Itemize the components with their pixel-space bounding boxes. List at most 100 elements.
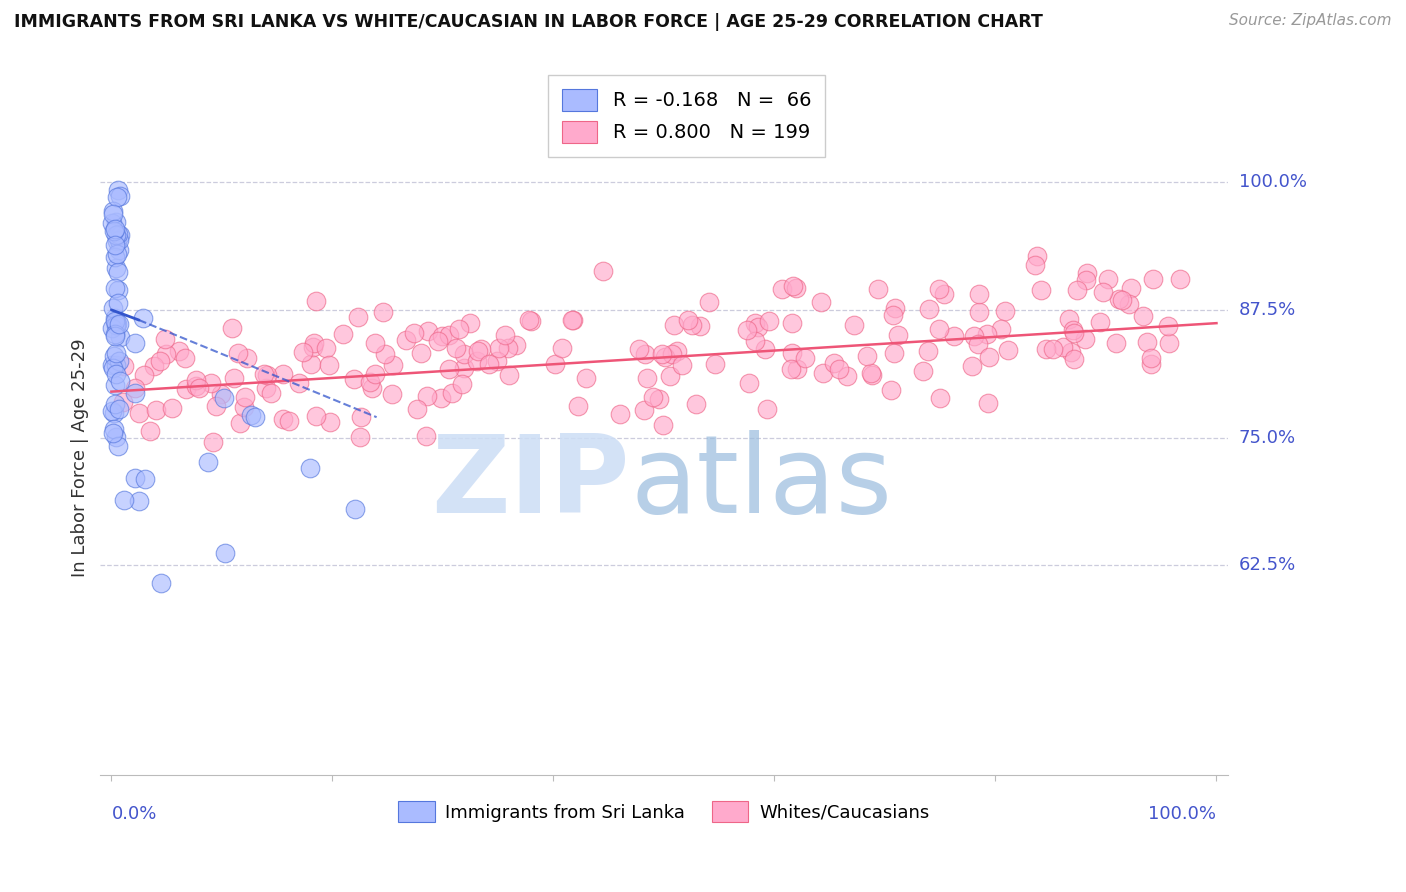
- Point: [498, 368, 520, 382]
- Point: [101, 404, 124, 418]
- Point: [1157, 318, 1180, 333]
- Point: [105, 260, 128, 275]
- Point: [747, 319, 769, 334]
- Point: [405, 401, 427, 416]
- Point: [835, 368, 858, 383]
- Point: [226, 346, 249, 360]
- Point: [785, 281, 807, 295]
- Point: [107, 183, 129, 197]
- Point: [520, 314, 543, 328]
- Point: [465, 354, 488, 368]
- Point: [755, 401, 778, 416]
- Point: [200, 376, 222, 390]
- Point: [664, 318, 686, 332]
- Text: Source: ZipAtlas.com: Source: ZipAtlas.com: [1229, 13, 1392, 29]
- Point: [654, 351, 676, 365]
- Point: [149, 354, 172, 368]
- Point: [426, 334, 449, 349]
- Point: [134, 472, 156, 486]
- Point: [103, 281, 125, 295]
- Point: [202, 435, 225, 450]
- Point: [855, 349, 877, 363]
- Point: [1076, 266, 1098, 280]
- Point: [103, 360, 125, 375]
- Point: [494, 327, 516, 342]
- Point: [186, 378, 208, 392]
- Point: [441, 386, 464, 401]
- Point: [685, 396, 707, 410]
- Point: [823, 356, 845, 370]
- Point: [943, 329, 966, 343]
- Point: [132, 368, 155, 383]
- Point: [361, 381, 384, 395]
- Point: [467, 344, 489, 359]
- Point: [100, 321, 122, 335]
- Point: [347, 310, 370, 324]
- Point: [409, 346, 432, 360]
- Point: [105, 345, 128, 359]
- Point: [882, 308, 904, 322]
- Point: [561, 313, 583, 327]
- Point: [813, 366, 835, 380]
- Point: [704, 357, 727, 371]
- Point: [318, 358, 340, 372]
- Point: [458, 317, 481, 331]
- Point: [453, 361, 475, 376]
- Point: [794, 351, 817, 365]
- Point: [1024, 258, 1046, 272]
- Point: [305, 409, 328, 424]
- Text: atlas: atlas: [630, 431, 893, 536]
- Point: [786, 362, 808, 376]
- Point: [260, 386, 283, 401]
- Point: [104, 378, 127, 392]
- Point: [1111, 293, 1133, 307]
- Point: [575, 371, 598, 385]
- Point: [224, 371, 246, 385]
- Point: [103, 207, 125, 221]
- Point: [212, 391, 235, 405]
- Point: [567, 400, 589, 414]
- Point: [430, 328, 453, 343]
- Point: [176, 382, 198, 396]
- Y-axis label: In Labor Force | Age 25-29: In Labor Force | Age 25-29: [72, 339, 89, 577]
- Point: [104, 250, 127, 264]
- Point: [209, 387, 232, 401]
- Point: [108, 318, 131, 332]
- Point: [886, 327, 908, 342]
- Point: [139, 424, 162, 438]
- Point: [349, 430, 371, 444]
- Point: [299, 461, 322, 475]
- Point: [963, 328, 986, 343]
- Point: [1066, 283, 1088, 297]
- Point: [104, 228, 127, 243]
- Point: [103, 349, 125, 363]
- Point: [744, 334, 766, 348]
- Point: [928, 322, 950, 336]
- Point: [233, 400, 256, 414]
- Point: [107, 243, 129, 257]
- Point: [1074, 332, 1097, 346]
- Point: [105, 246, 128, 260]
- Point: [416, 389, 439, 403]
- Point: [299, 357, 322, 371]
- Point: [271, 367, 294, 381]
- Point: [884, 301, 907, 316]
- Point: [104, 238, 127, 252]
- Point: [112, 492, 135, 507]
- Point: [1062, 323, 1084, 337]
- Point: [962, 359, 984, 373]
- Point: [633, 403, 655, 417]
- Point: [108, 228, 131, 243]
- Point: [754, 342, 776, 356]
- Point: [1029, 284, 1052, 298]
- Point: [636, 371, 658, 385]
- Point: [167, 344, 190, 359]
- Point: [810, 295, 832, 310]
- Point: [651, 347, 673, 361]
- Point: [104, 314, 127, 328]
- Point: [104, 367, 127, 381]
- Point: [782, 346, 804, 360]
- Point: [661, 347, 683, 361]
- Point: [415, 429, 437, 443]
- Point: [976, 327, 998, 342]
